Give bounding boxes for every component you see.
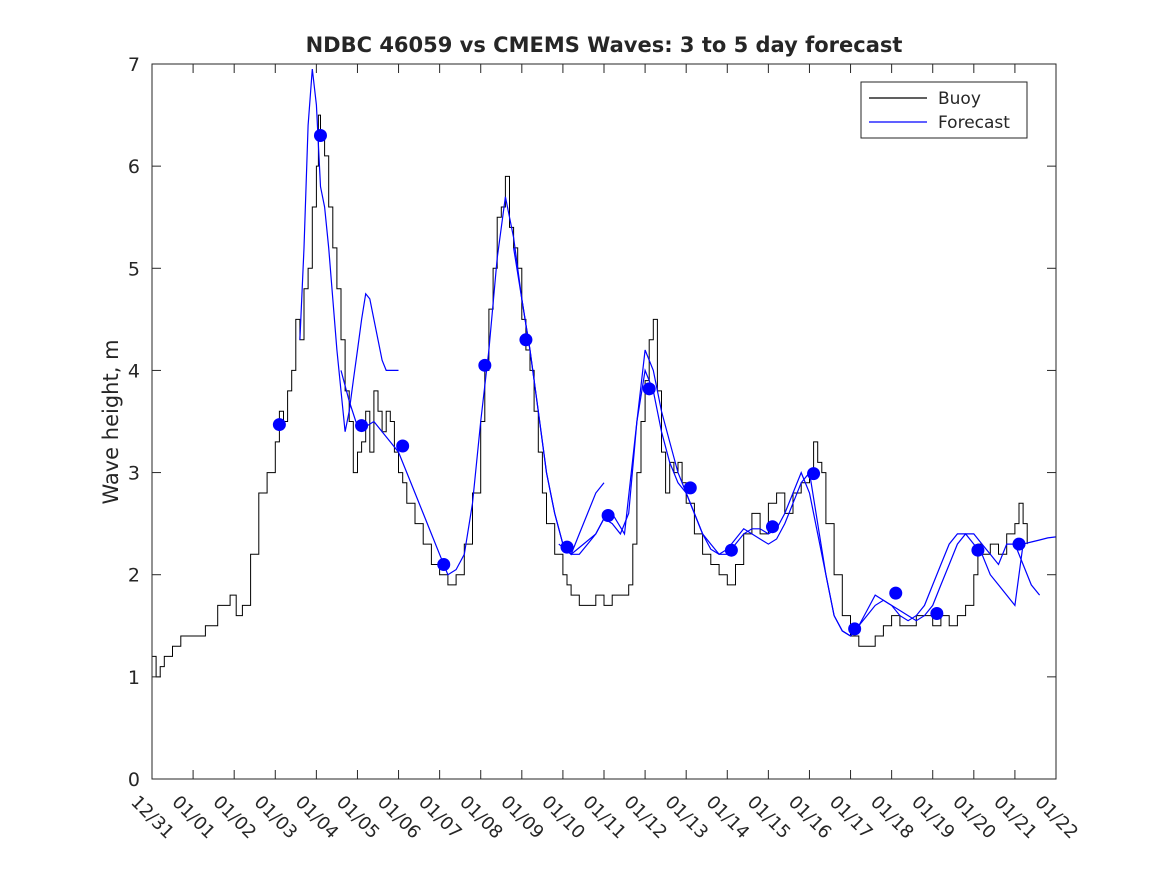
forecast-marker — [1012, 537, 1026, 551]
y-tick-label: 5 — [128, 258, 140, 280]
forecast-marker — [642, 382, 656, 396]
forecast-marker — [355, 419, 369, 433]
forecast-marker — [848, 622, 862, 636]
forecast-marker — [313, 129, 327, 142]
forecast-marker — [437, 558, 451, 571]
forecast-marker — [519, 333, 533, 347]
forecast-marker — [930, 607, 944, 621]
forecast-marker — [272, 418, 286, 432]
forecast-marker — [560, 540, 574, 554]
buoy-series-line — [152, 114, 1028, 678]
chart-title: NDBC 46059 vs CMEMS Waves: 3 to 5 day fo… — [306, 33, 903, 57]
legend-label: Buoy — [938, 89, 981, 109]
y-tick-label: 3 — [128, 463, 140, 485]
forecast-marker — [683, 481, 697, 495]
y-tick-label: 7 — [128, 54, 140, 76]
forecast-marker — [601, 508, 615, 522]
forecast-marker — [396, 439, 410, 453]
forecast-marker — [971, 543, 985, 557]
forecast-marker — [724, 543, 738, 557]
forecast-series-line-1 — [299, 69, 399, 432]
forecast-marker — [807, 467, 821, 481]
legend-label: Forecast — [938, 113, 1010, 133]
y-tick-label: 1 — [128, 667, 140, 689]
y-tick-label: 6 — [128, 156, 140, 178]
legend: Buoy Forecast — [860, 81, 1028, 139]
forecast-marker — [765, 520, 779, 534]
forecast-marker — [478, 358, 492, 372]
y-axis-label: Wave height, m — [99, 339, 123, 504]
y-tick-label: 4 — [128, 360, 140, 382]
y-tick-label: 2 — [128, 565, 140, 587]
legend-box — [860, 81, 1028, 139]
forecast-marker — [889, 586, 903, 600]
plot-area — [152, 69, 1056, 678]
y-tick-label: 0 — [128, 769, 140, 791]
